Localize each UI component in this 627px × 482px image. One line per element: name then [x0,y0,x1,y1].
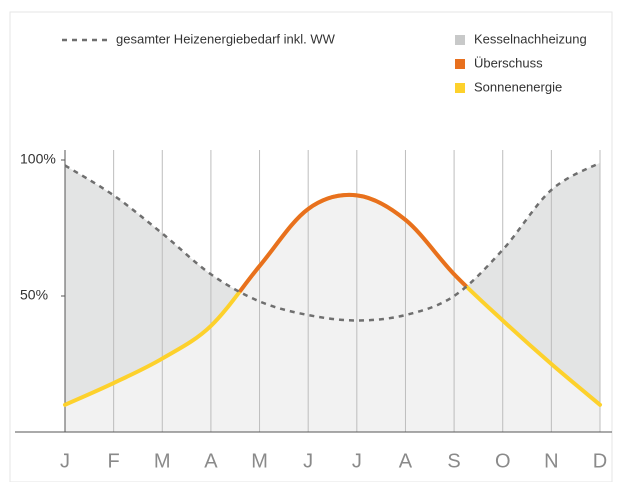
legend: gesamter Heizenergiebedarf inkl. WW Kesse… [62,31,587,94]
frame [9,11,613,482]
area-solar [65,194,600,432]
legend-label: Kesselnachheizung [474,31,587,46]
x-tick-label: J [303,450,313,472]
legend-label: Überschuss [474,55,543,70]
legend-label: gesamter Heizenergiebedarf inkl. WW [116,31,336,46]
x-tick-label: A [204,450,218,472]
legend-swatch [455,59,465,69]
x-tick-label: J [352,450,362,472]
legend-swatch [455,83,465,93]
surplus-line [65,192,600,321]
x-tick-label: S [447,450,460,472]
x-tick-label: M [251,450,268,472]
x-tick-label: J [60,450,70,472]
x-tick-label: M [154,450,171,472]
x-tick-label: D [593,450,607,472]
x-tick-label: O [495,450,511,472]
legend-swatch [455,35,465,45]
y-tick-label: 50% [20,287,48,303]
legend-label: Sonnenenergie [474,79,562,94]
x-tick-label: F [108,450,120,472]
x-tick-label: A [399,450,413,472]
x-tick-label: N [544,450,558,472]
y-tick-label: 100% [20,151,56,167]
